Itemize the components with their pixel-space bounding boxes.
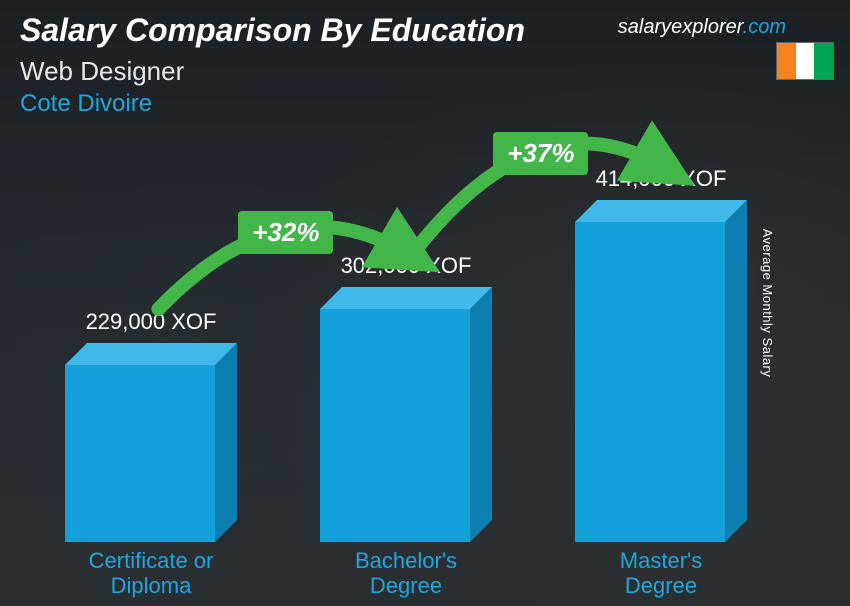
brand-label: salaryexplorer.com bbox=[618, 16, 786, 39]
bar-category-label: Master'sDegree bbox=[565, 548, 757, 599]
bar-category-label: Certificate orDiploma bbox=[55, 548, 247, 599]
flag-stripe-0 bbox=[777, 43, 796, 79]
infographic-container: Salary Comparison By Education Web Desig… bbox=[0, 0, 850, 606]
bar-front bbox=[575, 222, 725, 542]
brand-prefix: salaryexplorer bbox=[618, 16, 743, 38]
percent-badge: +37% bbox=[493, 132, 588, 175]
chart-location: Cote Divoire bbox=[20, 90, 152, 118]
bar-side bbox=[215, 343, 237, 542]
bar-value-label: 302,000 XOF bbox=[320, 253, 492, 279]
bar-top bbox=[65, 343, 237, 365]
brand-suffix: .com bbox=[743, 16, 786, 38]
bar-side bbox=[470, 287, 492, 542]
chart-title: Salary Comparison By Education bbox=[20, 12, 525, 49]
bar-category-label: Bachelor'sDegree bbox=[310, 548, 502, 599]
bar-value-label: 229,000 XOF bbox=[65, 309, 237, 335]
bar-front bbox=[65, 365, 215, 542]
chart-subtitle: Web Designer bbox=[20, 56, 184, 87]
bar-top bbox=[320, 287, 492, 309]
bar-chart: 229,000 XOF Certificate orDiploma 302,000 … bbox=[40, 116, 800, 596]
bar-front bbox=[320, 309, 470, 542]
bar-side bbox=[725, 200, 747, 542]
flag-stripe-1 bbox=[796, 43, 815, 79]
bar-value-label: 414,000 XOF bbox=[575, 166, 747, 192]
flag-icon bbox=[776, 42, 834, 80]
bar-top bbox=[575, 200, 747, 222]
flag-stripe-2 bbox=[814, 43, 833, 79]
percent-badge: +32% bbox=[238, 211, 333, 254]
